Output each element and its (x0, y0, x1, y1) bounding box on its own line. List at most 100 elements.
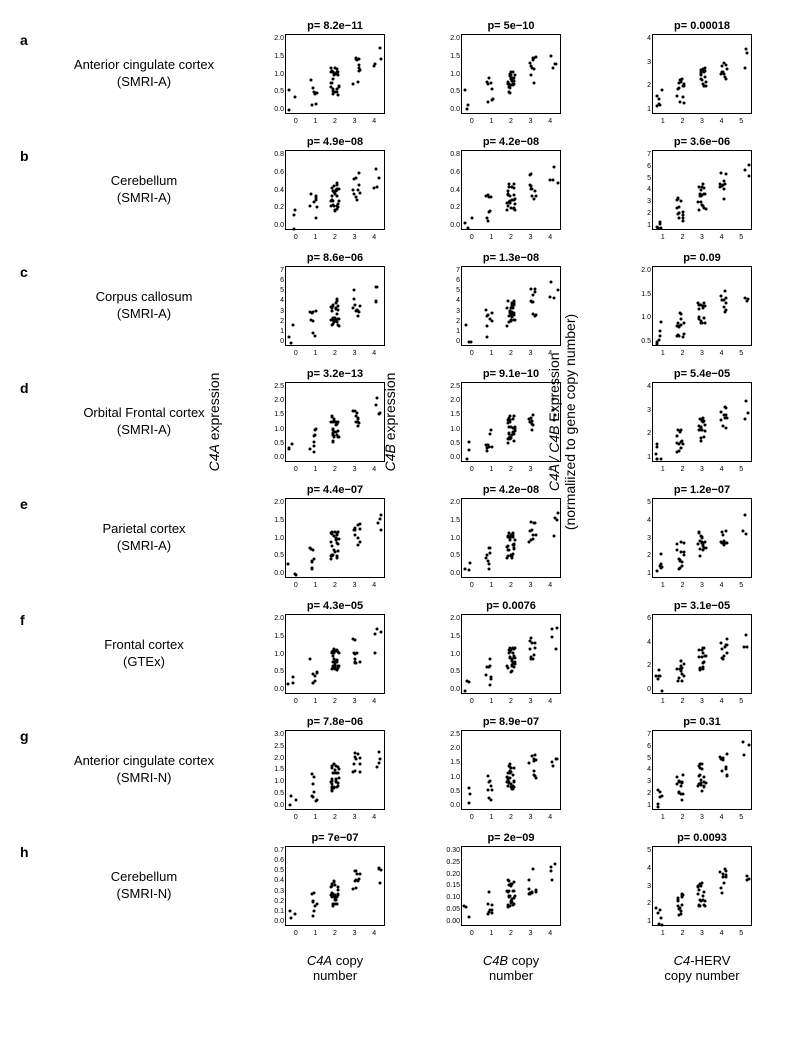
data-point (747, 743, 750, 746)
data-point (551, 627, 554, 630)
x-axis-ticks: 01234 (462, 698, 560, 705)
data-point (506, 204, 509, 207)
data-point (535, 777, 538, 780)
p-value-label: p= 0.0093 (677, 832, 727, 844)
data-point (354, 657, 357, 660)
scatter-plot: p= 0.00762.01.51.00.50.001234 (426, 600, 596, 708)
data-point (676, 94, 679, 97)
data-point (555, 648, 558, 651)
data-point (337, 430, 340, 433)
data-point (355, 420, 358, 423)
data-point (701, 789, 704, 792)
data-point (309, 311, 312, 314)
data-point (290, 916, 293, 919)
data-point (721, 534, 724, 537)
data-point (747, 411, 750, 414)
data-point (294, 799, 297, 802)
data-point (720, 887, 723, 890)
data-point (720, 891, 723, 894)
data-point (357, 417, 360, 420)
p-value-label: p= 5.4e−05 (674, 368, 730, 380)
panel-letter: e (20, 484, 38, 512)
data-point (655, 105, 658, 108)
data-point (332, 320, 335, 323)
panel-letter: g (20, 716, 38, 744)
data-point (679, 541, 682, 544)
scatter-plot: p= 8.6e−067654321001234 (250, 252, 420, 360)
data-point (534, 314, 537, 317)
data-point (468, 802, 471, 805)
data-point (682, 662, 685, 665)
data-point (553, 166, 556, 169)
data-point (553, 863, 556, 866)
data-point (336, 73, 339, 76)
data-point (747, 297, 750, 300)
data-point (310, 795, 313, 798)
data-point (698, 648, 701, 651)
data-point (337, 537, 340, 540)
data-point (490, 446, 493, 449)
data-point (331, 70, 334, 73)
x-axis-ticks: 12345 (653, 350, 751, 357)
panel-letter: d (20, 368, 38, 396)
data-point (509, 73, 512, 76)
data-point (703, 430, 706, 433)
data-point (331, 778, 334, 781)
data-point (334, 898, 337, 901)
p-value-label: p= 8.9e−07 (483, 716, 539, 728)
data-point (468, 440, 471, 443)
data-point (336, 433, 339, 436)
data-point (704, 208, 707, 211)
data-point (512, 780, 515, 783)
data-point (336, 885, 339, 888)
data-point (358, 660, 361, 663)
data-point (698, 763, 701, 766)
data-point (331, 195, 334, 198)
data-point (744, 399, 747, 402)
data-point (678, 676, 681, 679)
data-point (316, 798, 319, 801)
data-point (703, 546, 706, 549)
p-value-label: p= 4.2e−08 (483, 484, 539, 496)
data-point (655, 342, 658, 345)
data-point (355, 198, 358, 201)
c4a-x-axis-label: C4A copynumber (250, 953, 420, 983)
data-point (358, 304, 361, 307)
data-point (507, 667, 510, 670)
data-point (530, 194, 533, 197)
x-axis-ticks: 01234 (286, 118, 384, 125)
data-point (353, 879, 356, 882)
scatter-plot: p= 3.6e−06765432112345 (602, 136, 802, 244)
data-point (533, 774, 536, 777)
data-point (352, 638, 355, 641)
data-point (489, 678, 492, 681)
data-point (335, 541, 338, 544)
data-point (675, 206, 678, 209)
scatter-plot: p= 7.8e−063.02.52.01.51.00.50.001234 (250, 716, 420, 824)
data-point (353, 529, 356, 532)
data-point (512, 546, 515, 549)
data-point (512, 543, 515, 546)
data-point (376, 521, 379, 524)
data-point (677, 211, 680, 214)
data-point (468, 448, 471, 451)
data-point (701, 79, 704, 82)
data-point (679, 324, 682, 327)
data-point (485, 217, 488, 220)
data-point (553, 535, 556, 538)
data-point (703, 70, 706, 73)
data-point (509, 194, 512, 197)
data-point (657, 802, 660, 805)
data-point (678, 914, 681, 917)
data-point (533, 521, 536, 524)
data-point (719, 758, 722, 761)
data-point (357, 425, 360, 428)
data-point (549, 55, 552, 58)
data-point (657, 911, 660, 914)
data-point (491, 312, 494, 315)
data-point (699, 201, 702, 204)
data-point (489, 785, 492, 788)
data-point (528, 761, 531, 764)
data-point (487, 547, 490, 550)
data-point (699, 319, 702, 322)
